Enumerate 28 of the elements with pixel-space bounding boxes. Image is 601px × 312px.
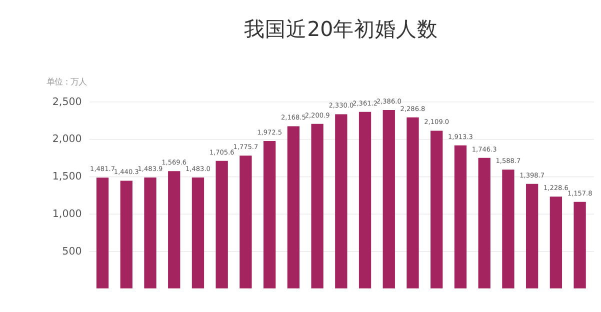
y-tick-label: 2,500	[52, 96, 82, 108]
bar	[502, 170, 514, 288]
bar	[192, 178, 204, 288]
bar	[216, 160, 228, 288]
bar	[96, 178, 109, 288]
bar	[430, 130, 443, 288]
y-tick-label: 2,000	[52, 133, 82, 146]
bar	[144, 177, 156, 288]
bar	[574, 202, 586, 288]
bar	[478, 158, 490, 288]
bar	[382, 110, 395, 288]
bar	[311, 124, 324, 288]
bar	[287, 126, 300, 288]
bar	[120, 180, 132, 288]
y-tick-label: 1,000	[52, 208, 82, 220]
text: 单位：万人	[46, 76, 87, 87]
bar	[263, 140, 276, 288]
y-tick-label: 500	[62, 245, 82, 258]
bar	[454, 145, 467, 288]
y-tick-label: 1,500	[52, 170, 82, 183]
bar	[526, 184, 538, 288]
bar	[240, 156, 252, 288]
bar	[550, 196, 562, 288]
bar	[335, 114, 348, 288]
bar	[358, 112, 372, 288]
chart-title: 我国近20年初婚人数	[244, 17, 438, 42]
bar	[168, 171, 180, 288]
bar	[406, 117, 419, 288]
